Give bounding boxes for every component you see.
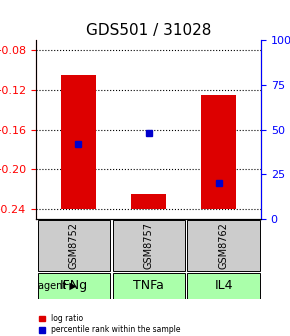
FancyBboxPatch shape	[38, 220, 110, 271]
FancyBboxPatch shape	[188, 220, 260, 271]
Legend: log ratio, percentile rank within the sample: log ratio, percentile rank within the sa…	[39, 314, 180, 334]
FancyBboxPatch shape	[38, 273, 110, 298]
Text: IFNg: IFNg	[60, 279, 88, 292]
Text: IL4: IL4	[214, 279, 233, 292]
Title: GDS501 / 31028: GDS501 / 31028	[86, 23, 211, 38]
Bar	[201, 95, 236, 209]
Text: agent ▶: agent ▶	[38, 281, 77, 291]
Text: TNFa: TNFa	[133, 279, 164, 292]
FancyBboxPatch shape	[113, 220, 185, 271]
Bar	[61, 75, 96, 209]
Text: GSM8757: GSM8757	[144, 222, 154, 269]
Text: GSM8762: GSM8762	[219, 222, 229, 269]
FancyBboxPatch shape	[188, 273, 260, 298]
FancyBboxPatch shape	[113, 273, 185, 298]
Bar	[131, 194, 166, 209]
Text: GSM8752: GSM8752	[69, 222, 79, 269]
